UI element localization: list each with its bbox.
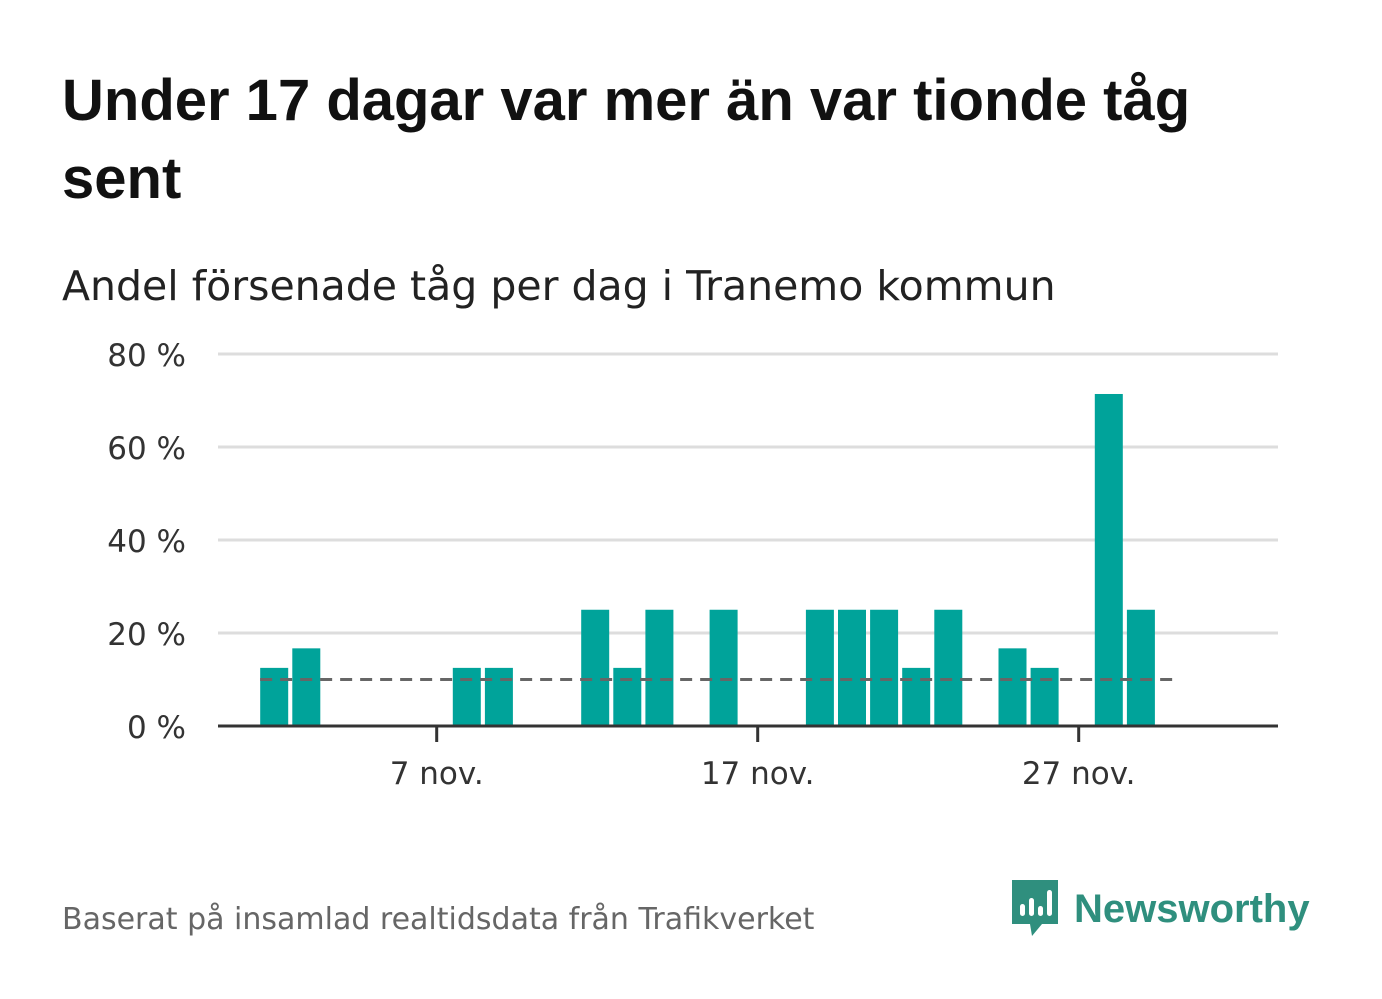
bar (805, 609, 834, 726)
bar (484, 667, 513, 726)
bar (709, 609, 738, 726)
y-tick-label: 60 % (107, 431, 186, 467)
y-tick-label: 0 % (127, 710, 186, 746)
bar (292, 648, 321, 726)
x-tick-labels: 7 nov. 17 nov. 27 nov. (390, 756, 1136, 792)
bar (581, 609, 610, 726)
chart-title: Under 17 dagar var mer än var tionde tåg… (62, 68, 1191, 211)
bar (838, 609, 866, 726)
y-tick-label: 40 % (107, 524, 186, 560)
chart-subtitle: Andel försenade tåg per dag i Tranemo ko… (62, 262, 1056, 310)
bar (934, 609, 963, 726)
bars (260, 393, 1155, 726)
bar (870, 609, 899, 726)
y-tick-label: 80 % (107, 338, 186, 374)
x-axis (218, 724, 1278, 742)
bar (613, 667, 642, 726)
bar-chart: 0 % 20 % 40 % 60 % 80 % 7 nov. 17 nov. 27 nov. (107, 338, 1278, 792)
bar (452, 667, 481, 726)
x-tick-label: 7 nov. (390, 756, 484, 792)
y-tick-label: 20 % (107, 617, 186, 653)
bar (645, 609, 674, 726)
newsworthy-brand: Newsworthy (1010, 878, 1310, 940)
y-tick-labels: 0 % 20 % 40 % 60 % 80 % (107, 338, 186, 746)
brand-name: Newsworthy (1074, 886, 1310, 931)
x-tick-label: 17 nov. (701, 756, 815, 792)
bar (1094, 393, 1123, 726)
bar (1030, 667, 1059, 726)
x-tick-label: 27 nov. (1022, 756, 1136, 792)
bar (902, 667, 931, 726)
bar (260, 667, 289, 726)
bar (998, 648, 1027, 726)
bar (1126, 609, 1155, 726)
source-note: Baserat på insamlad realtidsdata från Tr… (62, 902, 815, 937)
newsworthy-logo-icon (1012, 880, 1058, 936)
